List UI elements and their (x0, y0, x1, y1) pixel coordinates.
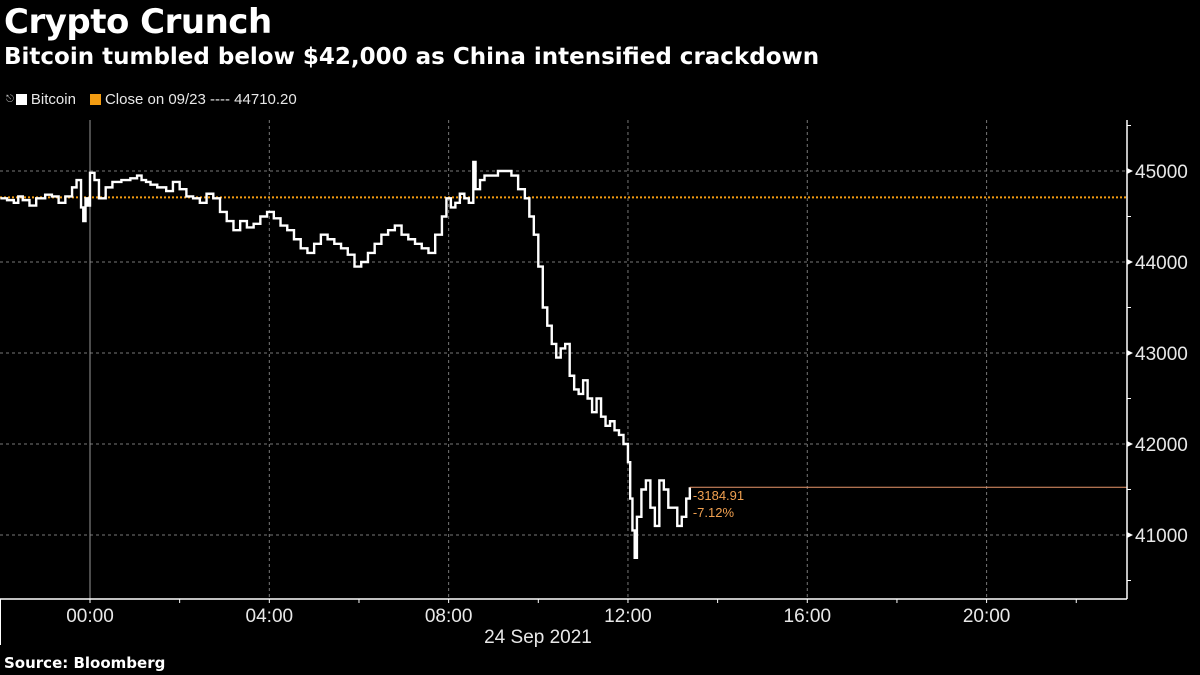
change-percent-label: -7.12% (693, 505, 735, 520)
y-axis-tick-marker (1127, 350, 1133, 356)
x-axis-tick-label: 08:00 (425, 606, 473, 627)
y-axis-tick-marker (1127, 532, 1133, 538)
legend: ⎋ Bitcoin Close on 09/23 ---- 44710.20 (6, 91, 311, 108)
x-axis-tick-label: 04:00 (246, 606, 294, 627)
change-absolute-label: -3184.91 (693, 488, 744, 503)
candlestick-icon: ⎋ (6, 94, 14, 105)
y-axis-tick-label: 42000 (1135, 435, 1188, 456)
source-footer: Source: Bloomberg (4, 654, 166, 672)
y-axis-tick-marker (1127, 259, 1133, 265)
close-swatch (89, 94, 101, 105)
legend-item-close[interactable]: Close on 09/23 ---- 44710.20 (89, 91, 297, 108)
x-axis-date-label: 24 Sep 2021 (484, 627, 592, 648)
y-axis-tick-marker (1127, 441, 1133, 447)
x-axis-tick-label: 00:00 (66, 606, 114, 627)
bitcoin-swatch (15, 94, 27, 105)
chart-subtitle: Bitcoin tumbled below $42,000 as China i… (4, 44, 820, 70)
y-axis-tick-label: 41000 (1135, 526, 1188, 547)
x-axis-tick-label: 12:00 (604, 606, 652, 627)
chart-title: Crypto Crunch (4, 2, 272, 42)
y-axis-tick-label: 44000 (1135, 253, 1188, 274)
legend-close-label: Close on 09/23 ---- 44710.20 (104, 91, 297, 108)
y-axis-tick-marker (1127, 168, 1133, 174)
legend-item-bitcoin[interactable]: ⎋ Bitcoin (6, 91, 76, 108)
legend-bitcoin-label: Bitcoin (30, 91, 76, 108)
x-axis-tick-label: 16:00 (784, 606, 832, 627)
x-axis-tick-label: 20:00 (963, 606, 1011, 627)
y-axis-tick-label: 43000 (1135, 344, 1188, 365)
bitcoin-price-line (0, 160, 692, 559)
y-axis-tick-label: 45000 (1135, 162, 1188, 183)
